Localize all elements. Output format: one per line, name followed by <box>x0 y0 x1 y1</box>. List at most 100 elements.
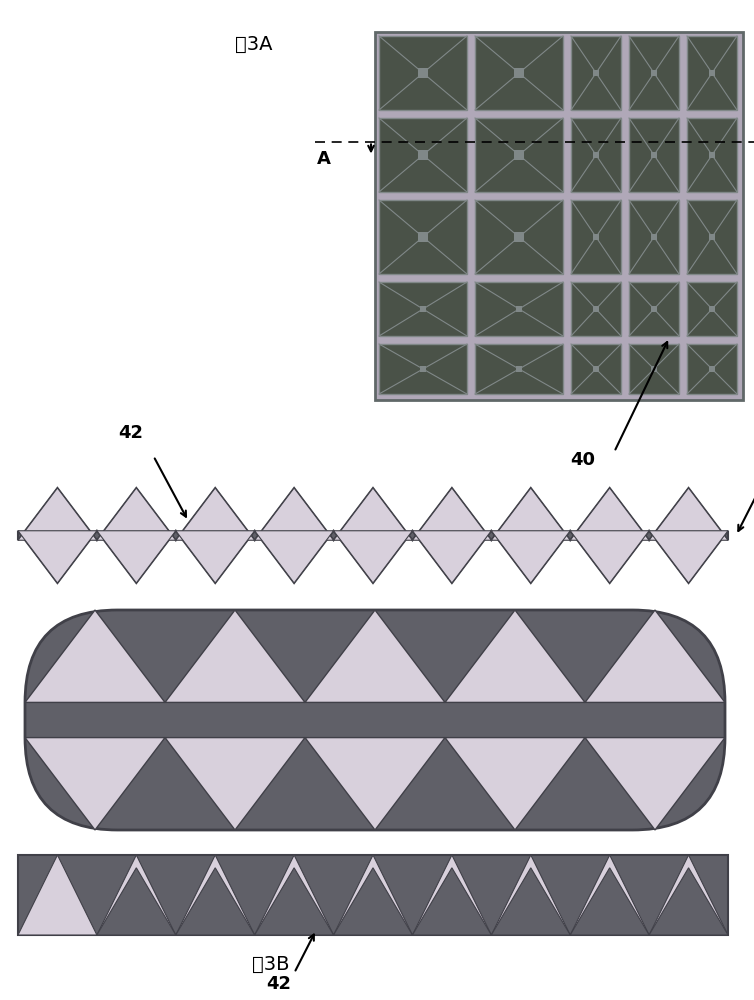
Polygon shape <box>585 738 725 830</box>
Bar <box>514 68 523 78</box>
Text: 42: 42 <box>118 424 143 442</box>
Bar <box>475 282 563 336</box>
Polygon shape <box>25 610 165 702</box>
Bar <box>514 232 523 242</box>
Bar <box>687 200 737 274</box>
Bar <box>651 70 657 76</box>
Polygon shape <box>165 738 305 830</box>
Polygon shape <box>649 488 728 540</box>
Bar <box>651 152 657 158</box>
Bar <box>687 344 737 394</box>
Polygon shape <box>25 738 165 830</box>
Polygon shape <box>570 488 649 540</box>
Polygon shape <box>570 531 649 583</box>
Polygon shape <box>333 488 412 540</box>
Bar <box>475 200 563 274</box>
Bar <box>629 344 679 394</box>
Polygon shape <box>333 855 412 935</box>
Text: 图3B: 图3B <box>252 955 290 974</box>
Bar <box>418 68 428 78</box>
Polygon shape <box>570 868 649 935</box>
FancyBboxPatch shape <box>25 610 725 830</box>
Polygon shape <box>333 531 412 583</box>
Bar <box>475 118 563 192</box>
Bar <box>516 366 522 372</box>
Bar <box>593 306 599 312</box>
Polygon shape <box>492 531 570 583</box>
Text: 40: 40 <box>570 451 595 469</box>
Polygon shape <box>585 610 725 702</box>
Text: A: A <box>317 150 331 168</box>
Polygon shape <box>18 488 728 583</box>
Bar <box>514 150 523 160</box>
Polygon shape <box>18 855 97 935</box>
Polygon shape <box>412 855 492 935</box>
Bar <box>629 200 679 274</box>
Polygon shape <box>18 488 97 540</box>
Bar <box>475 344 563 394</box>
Bar <box>420 366 426 372</box>
Bar <box>651 234 657 240</box>
Polygon shape <box>176 868 255 935</box>
Bar <box>593 152 599 158</box>
Bar <box>571 118 621 192</box>
Polygon shape <box>97 488 176 540</box>
Polygon shape <box>97 531 176 583</box>
Bar <box>709 70 715 76</box>
Polygon shape <box>412 868 492 935</box>
Bar <box>475 36 563 110</box>
Polygon shape <box>305 610 445 702</box>
Bar <box>651 306 657 312</box>
Polygon shape <box>97 868 176 935</box>
Bar <box>420 306 426 312</box>
Bar <box>593 234 599 240</box>
Polygon shape <box>333 868 412 935</box>
Bar <box>379 36 467 110</box>
Bar <box>379 200 467 274</box>
Text: 图3A: 图3A <box>235 35 272 54</box>
Bar <box>687 118 737 192</box>
Polygon shape <box>18 531 97 583</box>
Polygon shape <box>412 531 492 583</box>
Polygon shape <box>570 855 649 935</box>
Polygon shape <box>176 531 255 583</box>
Bar <box>379 118 467 192</box>
Bar <box>687 282 737 336</box>
Polygon shape <box>176 488 255 540</box>
Polygon shape <box>97 855 176 935</box>
Polygon shape <box>255 855 333 935</box>
Polygon shape <box>649 855 728 935</box>
Bar <box>418 150 428 160</box>
Polygon shape <box>255 488 333 540</box>
Bar <box>571 344 621 394</box>
Bar <box>687 36 737 110</box>
Bar <box>593 70 599 76</box>
Bar <box>379 282 467 336</box>
Bar <box>709 306 715 312</box>
Polygon shape <box>255 531 333 583</box>
Polygon shape <box>305 738 445 830</box>
Polygon shape <box>165 610 305 702</box>
Bar <box>571 282 621 336</box>
Polygon shape <box>649 868 728 935</box>
Bar <box>629 36 679 110</box>
Bar <box>709 366 715 372</box>
Polygon shape <box>649 531 728 583</box>
Bar <box>18 855 728 935</box>
Bar <box>571 36 621 110</box>
Polygon shape <box>445 610 585 702</box>
Polygon shape <box>492 868 570 935</box>
Bar <box>629 282 679 336</box>
Polygon shape <box>176 855 255 935</box>
Bar <box>379 344 467 394</box>
Bar <box>375 32 743 400</box>
Polygon shape <box>445 738 585 830</box>
Text: 42: 42 <box>266 975 291 993</box>
Bar <box>651 366 657 372</box>
Bar <box>593 366 599 372</box>
Bar <box>709 234 715 240</box>
Polygon shape <box>492 488 570 540</box>
Bar <box>709 152 715 158</box>
Polygon shape <box>412 488 492 540</box>
Bar <box>629 118 679 192</box>
